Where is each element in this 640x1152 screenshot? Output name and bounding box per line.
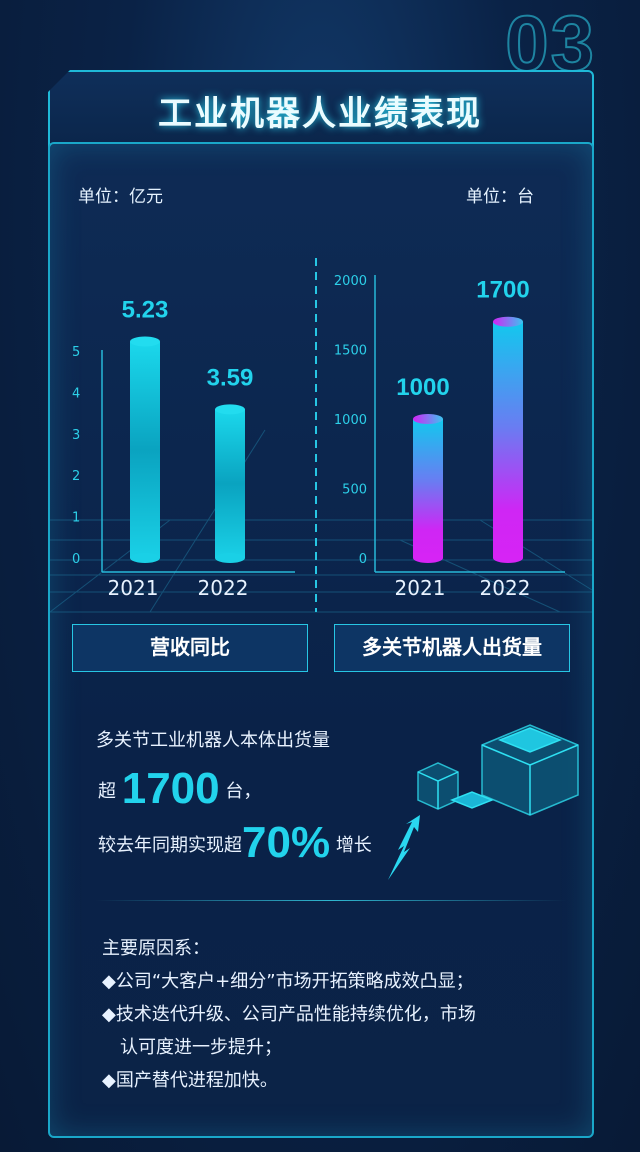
y-tick-label: 0 [359,552,367,567]
reasons-list: 主要原因系： ◆公司“大客户+细分”市场开拓策略成效凸显； ◆技术迭代升级、公司… [102,932,476,1097]
grid-line [149,429,266,613]
y-tick-label: 5 [72,345,80,360]
reason-item: ◆技术迭代升级、公司产品性能持续优化，市场 [102,1004,476,1025]
bar-bottom [215,553,245,563]
y-tick-label: 1000 [334,413,367,428]
shipment-number: 1700 [121,764,220,813]
bar-top [413,414,443,424]
revenue-chart-title: 营收同比 [72,624,308,672]
y-tick-label: 1 [72,511,80,526]
y-tick-label: 1500 [334,344,367,359]
bar [493,321,523,558]
bar-bottom [493,553,523,563]
y-tick-label: 3 [72,428,80,443]
data-label: 1700 [476,277,529,304]
y-tick-label: 2000 [334,274,367,289]
reason-item: ◆公司“大客户+细分”市场开拓策略成效凸显； [102,971,474,992]
x-tick-label: 2022 [198,576,249,600]
x-tick-label: 2022 [480,576,531,600]
revenue-chart: 0 1 2 3 4 5 5.23 2021 3.59 2022 [72,296,295,600]
bar [413,419,443,558]
data-label: 3.59 [207,364,254,391]
divider [96,900,566,901]
shipment-chart-title: 多关节机器人出货量 [334,624,570,672]
highlight-line3: 较去年同期实现超70% 增长 [98,818,372,867]
right-unit-label: 单位：台 [466,187,534,207]
bar-top [493,316,523,327]
x-tick-label: 2021 [108,576,159,600]
y-tick-label: 2 [72,469,80,484]
x-tick-label: 2021 [395,576,446,600]
bar [215,409,245,558]
y-tick-label: 4 [72,386,80,401]
reason-item: 认可度进一步提升； [120,1037,282,1058]
shipment-chart: 0 500 1000 1500 2000 1000 2021 1700 2022 [334,274,565,600]
up-arrow-icon [388,815,420,880]
bar-top [215,404,245,415]
y-tick-label: 0 [72,552,80,567]
y-tick-label: 500 [342,483,367,498]
bar-bottom [413,553,443,563]
data-label: 1000 [396,374,449,401]
bar-top [130,336,160,347]
bar-bottom [130,553,160,563]
bar [130,341,160,558]
data-label: 5.23 [122,296,169,323]
left-unit-label: 单位：亿元 [78,187,163,207]
cube-stack-icon [417,724,579,816]
highlight-line2: 超 1700 台， [98,764,262,813]
reasons-heading: 主要原因系： [102,938,210,959]
reason-item: ◆国产替代进程加快。 [102,1070,278,1091]
growth-percent: 70% [242,818,331,867]
page-title: 工业机器人业绩表现 [158,94,482,134]
highlight-line1: 多关节工业机器人本体出货量 [96,730,330,751]
